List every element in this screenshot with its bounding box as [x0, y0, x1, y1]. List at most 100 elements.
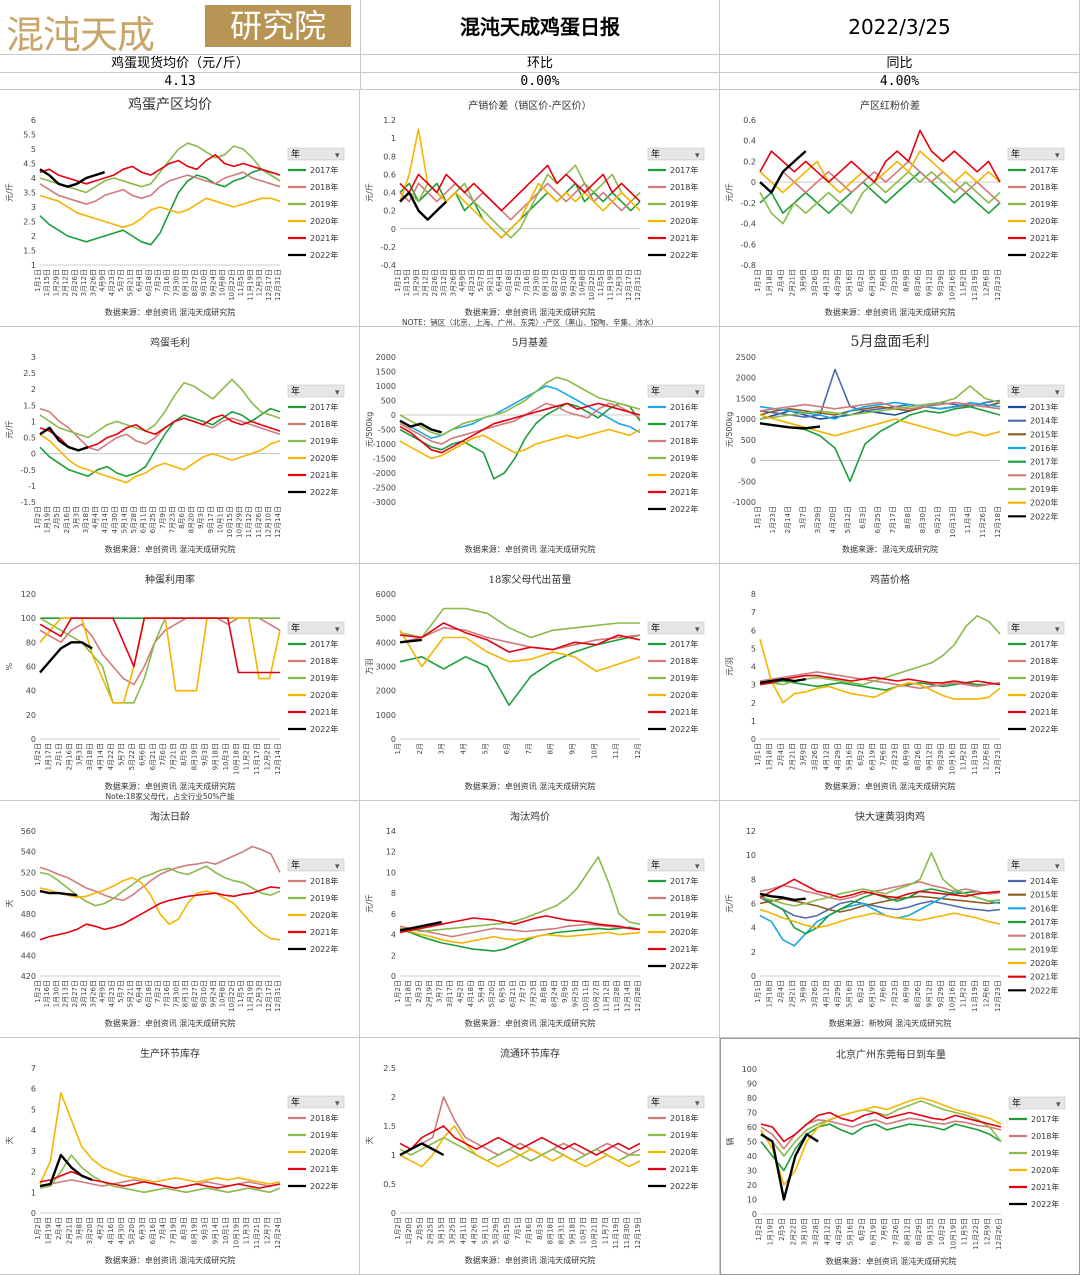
legend-label: 2018年 [670, 182, 698, 192]
x-tick-label: 12月6日 [983, 980, 991, 1007]
y-tick-label: -0.2 [380, 243, 396, 252]
series-line-2020年 [760, 1097, 1002, 1186]
filter-icon[interactable]: ▾ [1055, 151, 1060, 161]
filter-icon[interactable]: ▾ [335, 1099, 340, 1109]
x-tick-label: 5月12日 [844, 506, 852, 533]
filter-icon[interactable]: ▾ [335, 862, 340, 872]
x-tick-label: 8月31日 [558, 1217, 566, 1244]
y-tick-label: 1000 [376, 382, 396, 391]
legend-filter-header[interactable] [647, 858, 705, 872]
series-line-2020年 [39, 433, 281, 484]
chart-panel-c11: 淘汰鸡价 0 2 4 6 8 10 12 14 元/斤 1月2日 1月18日 2月3日 2月19日 3月7日… [360, 801, 720, 1038]
legend-filter-header[interactable] [287, 147, 345, 161]
x-tick-label: 12月24日 [274, 1217, 282, 1249]
legend-filter-header[interactable] [1007, 858, 1065, 872]
x-tick-label: 8月9日 [903, 743, 911, 766]
legend-label: 2020年 [1030, 690, 1058, 700]
legend-filter-header[interactable] [287, 621, 345, 635]
y-tick-label: 2 [751, 948, 756, 957]
x-tick-label: 11月19日 [971, 980, 979, 1012]
x-tick-label: 7月26日 [892, 1218, 900, 1245]
x-tick-label: 8月24日 [551, 980, 559, 1007]
x-tick-label: 12月3日 [256, 269, 264, 296]
x-tick-label: 7月4日 [159, 1217, 167, 1240]
filter-icon[interactable]: ▾ [695, 625, 700, 635]
series-line-2021年 [399, 164, 641, 212]
x-tick-label: 2月16日 [63, 506, 71, 533]
y-tick-label: 4 [391, 931, 396, 940]
filter-icon[interactable]: ▾ [335, 151, 340, 161]
series-line-2021年 [759, 674, 1001, 686]
x-tick-label: 10月 [590, 743, 598, 759]
filter-icon[interactable]: ▾ [1055, 388, 1060, 398]
x-tick-label: 7月30日 [172, 269, 180, 296]
y-tick-label: -1000 [373, 440, 396, 449]
y-tick-label: 3 [31, 353, 36, 362]
y-tick-label: 4 [31, 174, 36, 183]
x-tick-label: 1月18日 [765, 980, 773, 1007]
x-tick-label: 8月9日 [903, 980, 911, 1003]
filter-icon[interactable]: ▾ [335, 388, 340, 398]
series-line-2020年 [39, 876, 281, 941]
legend-filter-header[interactable] [1007, 147, 1065, 161]
legend-label: 2021年 [670, 233, 698, 243]
chart-source: 数据来源：新牧网 混沌天成研究院 [829, 1018, 952, 1028]
legend-filter-header[interactable] [647, 621, 705, 635]
filter-icon[interactable]: ▾ [695, 151, 700, 161]
legend-header-label: 年 [651, 148, 660, 160]
legend-filter-header[interactable] [287, 384, 345, 398]
x-tick-label: 1月17日 [44, 743, 52, 770]
x-tick-label: 3月26日 [89, 980, 97, 1007]
x-tick-label: 4月12日 [824, 1218, 832, 1245]
x-tick-label: 3月10日 [801, 1218, 809, 1245]
y-tick-label: 50 [747, 1138, 757, 1147]
filter-icon[interactable]: ▾ [695, 862, 700, 872]
legend-label: 2018年 [670, 1113, 698, 1123]
filter-icon[interactable]: ▾ [1056, 1100, 1061, 1110]
legend-filter-header[interactable] [1007, 384, 1065, 398]
legend-filter-header[interactable] [1007, 621, 1065, 635]
x-tick-label: 6月5日 [498, 980, 506, 1003]
x-tick-label: 2月12日 [422, 269, 430, 296]
chart-svg: 产销价差（销区价-产区价） -0.4 -0.2 0 0.2 0.4 0.6 0.8 1 1.2 元/… [364, 99, 705, 326]
y-tick-label: 5000 [376, 614, 396, 623]
y-tick-label: 0.6 [743, 116, 756, 125]
chart-grid: 鸡蛋产区均价 1 1.5 2 2.5 3 3.5 4 4.5 5 5.5 6 元/斤 1月1日 1月15日 1… [0, 90, 1080, 1275]
filter-icon[interactable]: ▾ [1055, 862, 1060, 872]
chart-title: 快大速黄羽肉鸡 [855, 810, 925, 823]
y-tick-label: 0.5 [383, 1180, 396, 1189]
x-tick-label: 7月16日 [525, 1217, 533, 1244]
x-tick-label: 9月24日 [209, 980, 217, 1007]
x-tick-label: 10月16日 [948, 743, 956, 775]
legend-filter-header[interactable] [287, 858, 345, 872]
y-tick-label: 90 [747, 1080, 757, 1089]
legend-filter-header[interactable] [647, 147, 705, 161]
x-tick-label: 4月9日 [459, 269, 467, 292]
y-axis-label: 元/羽 [725, 657, 734, 676]
filter-icon[interactable]: ▾ [1055, 625, 1060, 635]
filter-icon[interactable]: ▾ [695, 1099, 700, 1109]
x-tick-label: 7月6日 [880, 980, 888, 1003]
legend-label: 2020年 [1030, 216, 1058, 226]
legend-filter-header[interactable] [1008, 1096, 1066, 1110]
series-line-2019年 [39, 142, 281, 194]
legend-filter-header[interactable] [647, 1095, 705, 1109]
filter-icon[interactable]: ▾ [695, 388, 700, 398]
y-tick-label: 3 [751, 681, 756, 690]
y-tick-label: 1.5 [383, 1122, 396, 1131]
y-tick-label: 0.8 [383, 152, 396, 161]
chart-panel-c2: 产销价差（销区价-产区价） -0.4 -0.2 0 0.2 0.4 0.6 0.8 1 1.2 元/… [360, 90, 720, 327]
series-line-2019年 [759, 171, 1001, 225]
legend-label: 2018年 [310, 876, 338, 886]
legend-filter-header[interactable] [647, 384, 705, 398]
x-tick-label: 2月12日 [62, 269, 70, 296]
y-tick-label: 1.2 [383, 116, 396, 125]
series-line-2018年 [399, 627, 641, 651]
legend-filter-header[interactable] [287, 1095, 345, 1109]
x-tick-label: 9月15日 [926, 1218, 934, 1245]
x-tick-label: 10月22日 [228, 980, 236, 1012]
y-tick-label: 500 [381, 397, 396, 406]
x-tick-label: 9月3日 [201, 1217, 209, 1240]
filter-icon[interactable]: ▾ [335, 625, 340, 635]
y-tick-label: 1 [391, 134, 396, 143]
